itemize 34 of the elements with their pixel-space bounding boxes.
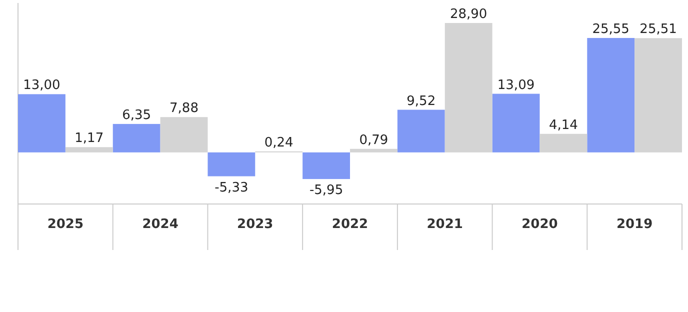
data-label: 13,09 [497,78,535,93]
bar [65,147,113,152]
bar [634,38,682,152]
bar [18,94,66,152]
data-label: 6,35 [122,108,152,123]
bar [302,152,350,180]
data-label: 0,24 [264,135,294,150]
x-tick-label: 2020 [522,217,558,232]
data-label: 25,51 [640,22,677,38]
data-label: 7,88 [170,101,198,116]
bar [587,38,635,152]
data-label: 9,52 [406,94,436,109]
bar [397,110,445,152]
data-label: 28,90 [450,6,488,22]
bar [350,148,398,152]
data-label: -5,95 [309,183,344,198]
bar [160,117,208,152]
data-label: 1,17 [74,131,104,146]
bar [492,94,540,152]
data-label: 4,14 [548,118,578,133]
bar [444,22,492,152]
bar [112,124,160,152]
data-label: 0,79 [359,132,388,148]
bar [540,134,588,152]
x-tick-label: 2023 [237,217,274,232]
data-label: 13,00 [23,78,60,94]
bar [208,152,256,176]
x-tick-label: 2021 [426,217,463,232]
x-tick-label: 2022 [332,217,368,232]
data-label: 25,55 [592,22,630,37]
x-tick-label: 2025 [47,217,84,232]
data-label: -5,33 [214,180,248,196]
x-tick-label: 2019 [616,217,653,232]
x-tick-label: 2024 [142,217,178,232]
